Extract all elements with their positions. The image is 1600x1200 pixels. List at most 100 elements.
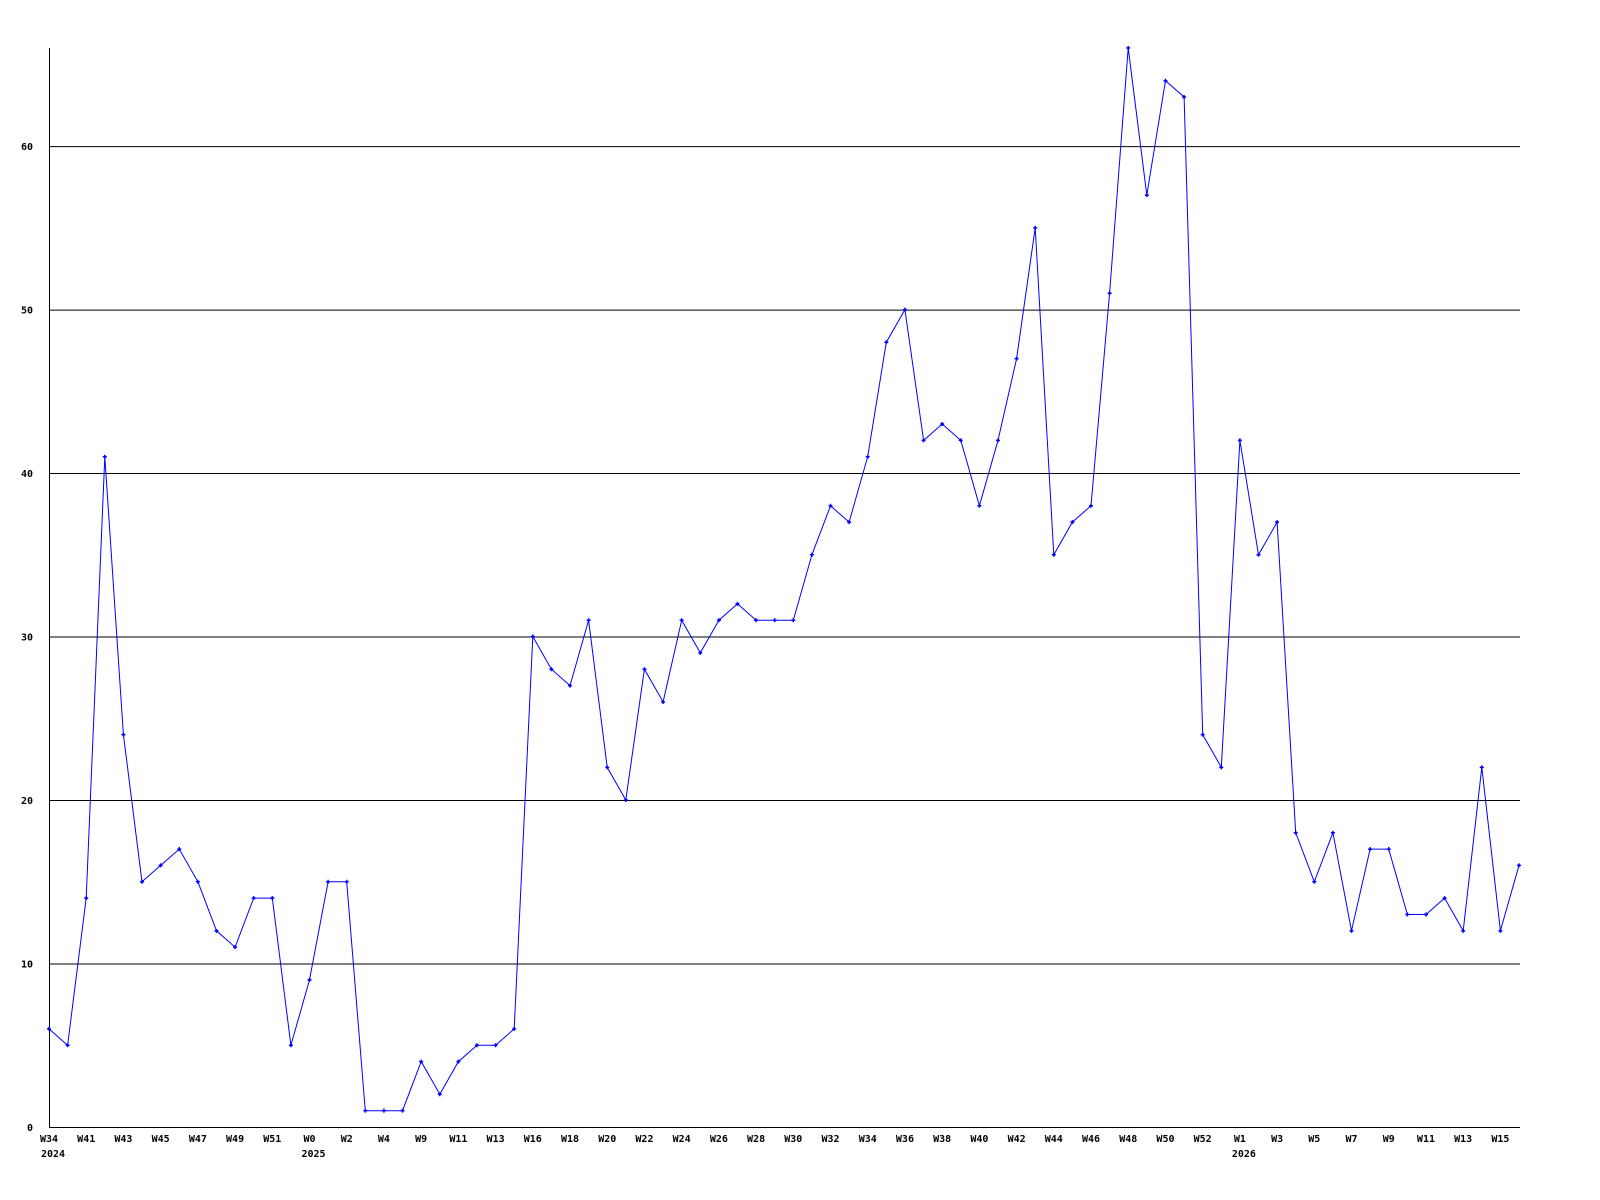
x-tick-label: W20 <box>598 1134 616 1145</box>
y-tick-label: 50 <box>21 306 33 317</box>
data-point <box>884 340 889 345</box>
data-point <box>1107 291 1112 296</box>
data-point <box>102 454 107 459</box>
data-point <box>307 977 312 982</box>
data-point <box>1256 552 1261 557</box>
data-point <box>1442 896 1447 901</box>
x-tick-label: W11 <box>1417 1134 1435 1145</box>
x-tick-label: W18 <box>561 1134 579 1145</box>
data-point <box>791 618 796 623</box>
data-point <box>1479 765 1484 770</box>
x-tick-label: W41 <box>77 1134 95 1145</box>
x-tick-label: W34 <box>40 1134 58 1145</box>
x-tick-label: W2 <box>341 1134 353 1145</box>
data-point <box>288 1043 293 1048</box>
y-axis: 0 10 20 30 40 50 60 <box>21 48 50 1134</box>
data-point <box>1219 765 1224 770</box>
data-point <box>1126 46 1131 50</box>
data-point <box>940 422 945 427</box>
data-point <box>456 1059 461 1064</box>
data-point <box>363 1108 368 1113</box>
data-point <box>642 667 647 672</box>
data-point <box>474 1043 479 1048</box>
data-point <box>1461 928 1466 933</box>
data-point <box>344 879 349 884</box>
x-tick-label: W1 <box>1234 1134 1246 1145</box>
data-point <box>158 863 163 868</box>
data-point <box>47 1026 51 1031</box>
y-tick-label: 0 <box>27 1123 33 1134</box>
data-point <box>251 896 256 901</box>
data-point <box>1405 912 1410 917</box>
data-point <box>84 896 89 901</box>
data-point <box>1517 863 1521 868</box>
x-tick-label: W7 <box>1346 1134 1358 1145</box>
x-tick-label: W34 <box>859 1134 877 1145</box>
x-tick-label: W4 <box>378 1134 390 1145</box>
data-point <box>1144 193 1149 198</box>
data-point <box>1014 356 1019 361</box>
x-tick-label: W40 <box>970 1134 988 1145</box>
x-tick-label: W9 <box>1383 1134 1395 1145</box>
data-point <box>958 438 963 443</box>
data-point <box>400 1108 405 1113</box>
x-tick-label: W5 <box>1308 1134 1320 1145</box>
x-tick-label: W44 <box>1045 1134 1063 1145</box>
x-tick-label: W24 <box>673 1134 691 1145</box>
x-tick-label: W38 <box>933 1134 951 1145</box>
x-tick-label: W28 <box>747 1134 765 1145</box>
x-tick-label: W30 <box>784 1134 802 1145</box>
data-point <box>1498 928 1503 933</box>
data-point <box>214 928 219 933</box>
x-tick-label: W50 <box>1156 1134 1174 1145</box>
x-tick-label: W16 <box>524 1134 542 1145</box>
y-tick-label: 30 <box>21 633 33 644</box>
data-point <box>140 879 145 884</box>
data-point <box>1051 552 1056 557</box>
data-point <box>772 618 777 623</box>
data-point <box>270 896 275 901</box>
data-point <box>605 765 610 770</box>
data-point <box>437 1092 442 1097</box>
gridlines <box>49 146 1520 965</box>
x-tick-label: W52 <box>1194 1134 1212 1145</box>
x-tick-label: W45 <box>152 1134 170 1145</box>
data-point <box>1089 503 1094 508</box>
x-tick-label: W36 <box>896 1134 914 1145</box>
x-tick-label: W13 <box>487 1134 505 1145</box>
x-tick-label: W48 <box>1119 1134 1137 1145</box>
x-tick-label: W9 <box>415 1134 427 1145</box>
data-point <box>1423 912 1428 917</box>
data-point <box>921 438 926 443</box>
x-tick-label: W22 <box>635 1134 653 1145</box>
data-point <box>549 667 554 672</box>
x-tick-label: W15 <box>1491 1134 1509 1145</box>
series <box>47 46 1521 1113</box>
year-label: 2024 <box>41 1149 65 1160</box>
data-point <box>493 1043 498 1048</box>
x-tick-label: W26 <box>710 1134 728 1145</box>
data-point <box>1070 520 1075 525</box>
x-tick-label: W11 <box>449 1134 467 1145</box>
y-tick-label: 40 <box>21 469 33 480</box>
x-tick-label: W13 <box>1454 1134 1472 1145</box>
series-line <box>48 47 1520 1112</box>
data-point <box>586 618 591 623</box>
data-point <box>1368 847 1373 852</box>
data-point <box>530 634 535 639</box>
data-point <box>1200 732 1205 737</box>
data-point <box>1033 225 1038 230</box>
y-tick-label: 60 <box>21 142 33 153</box>
data-point <box>568 683 573 688</box>
data-point <box>735 601 740 606</box>
x-tick-label: W46 <box>1082 1134 1100 1145</box>
data-point <box>828 503 833 508</box>
data-point <box>1237 438 1242 443</box>
data-point <box>1275 520 1280 525</box>
data-point <box>419 1059 424 1064</box>
data-point <box>754 618 759 623</box>
data-point <box>65 1043 70 1048</box>
data-point <box>326 879 331 884</box>
x-tick-label: W51 <box>263 1134 281 1145</box>
x-tick-label: W49 <box>226 1134 244 1145</box>
